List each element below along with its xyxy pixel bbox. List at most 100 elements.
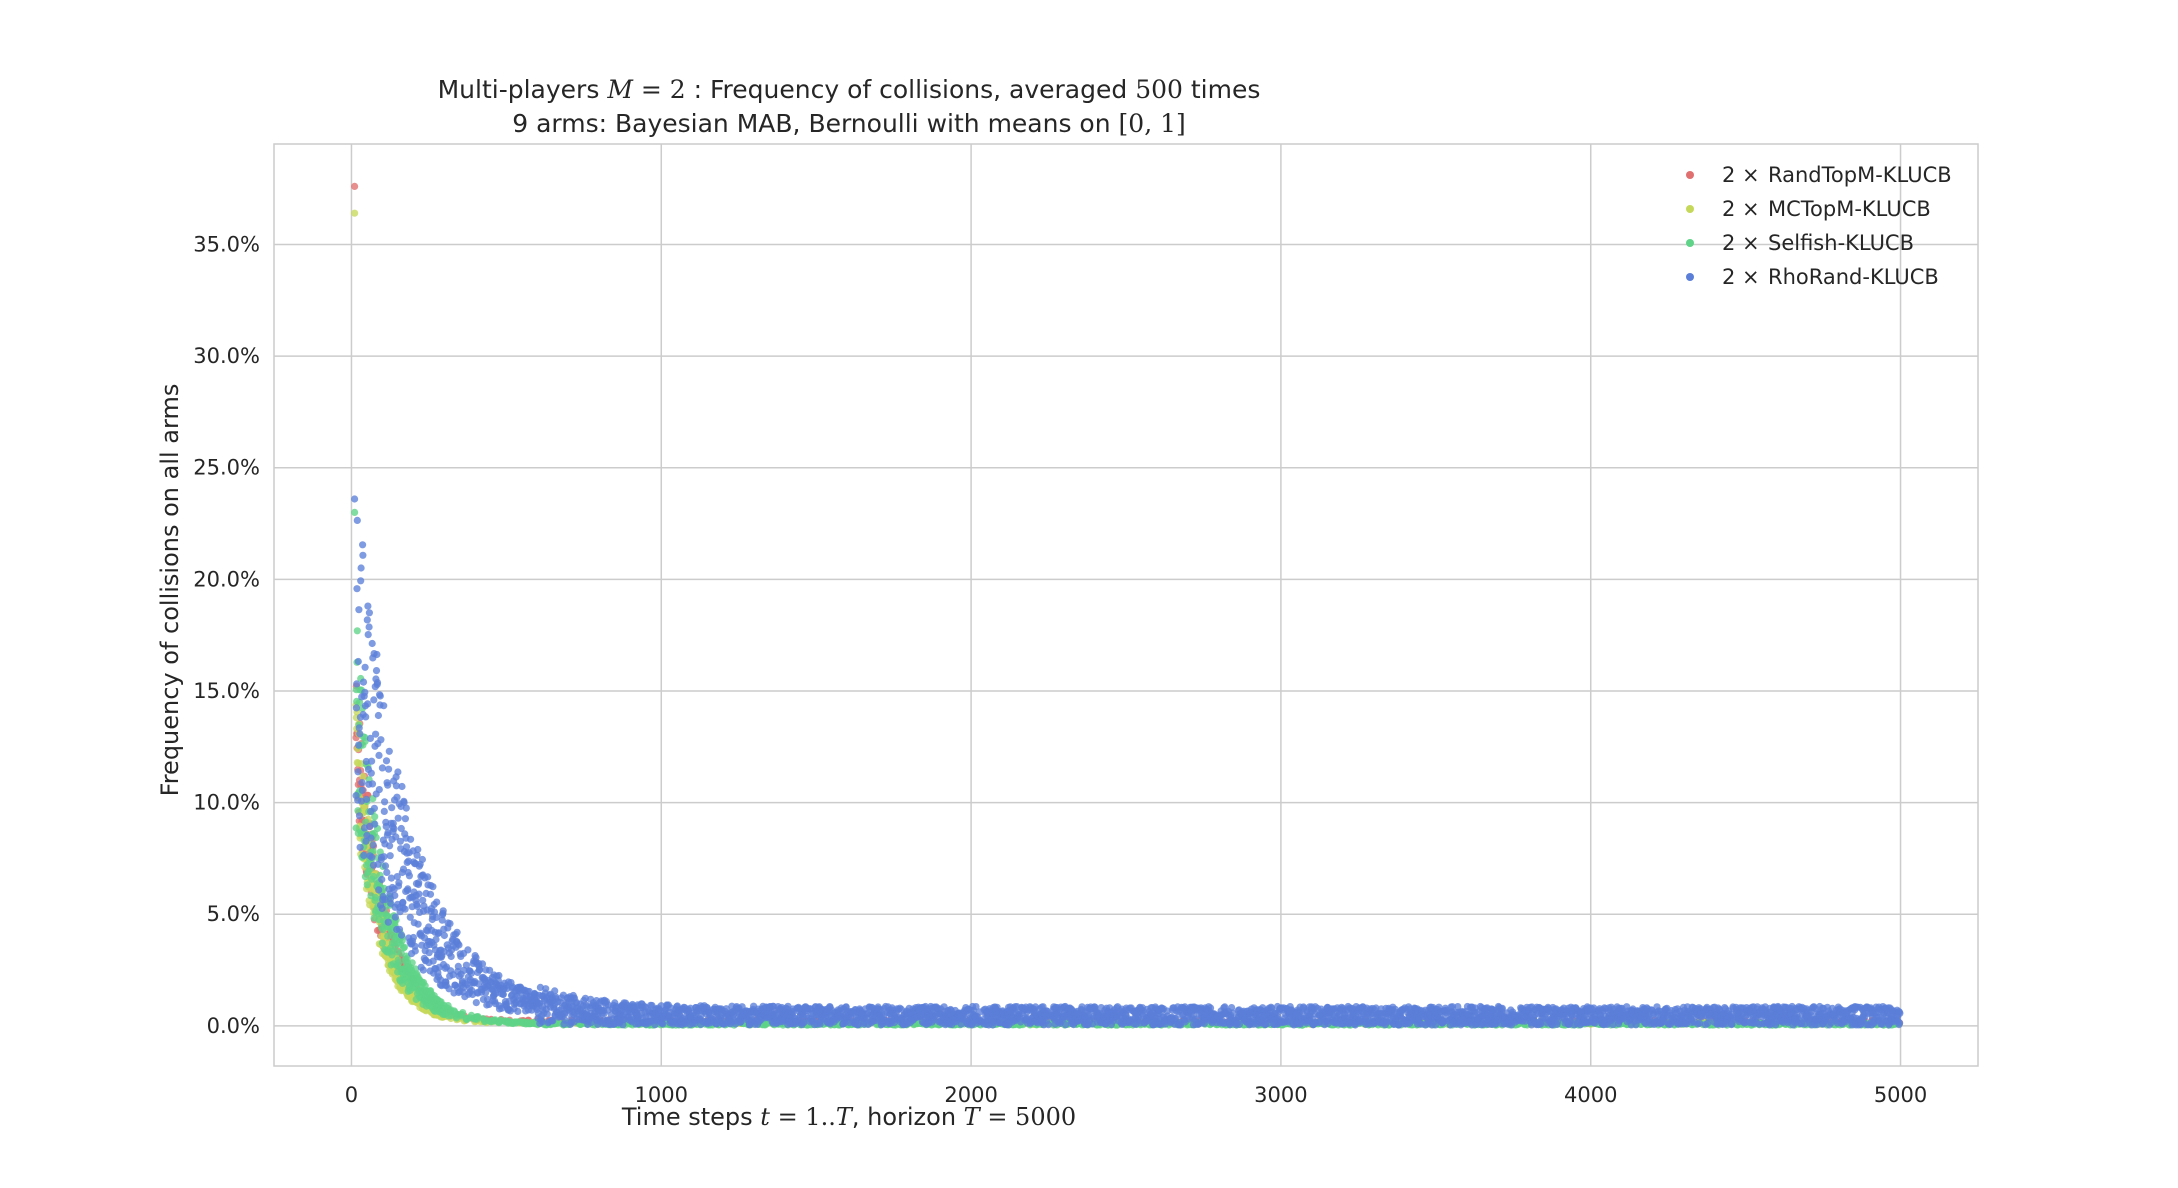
data-point <box>353 627 361 635</box>
data-point <box>384 781 392 789</box>
data-point <box>351 209 359 217</box>
data-point <box>355 606 363 614</box>
data-point <box>413 851 421 859</box>
data-point <box>414 845 422 854</box>
data-point <box>402 804 410 812</box>
data-point <box>353 680 361 688</box>
data-point <box>411 947 419 955</box>
data-point <box>433 898 441 906</box>
data-point <box>418 855 426 864</box>
data-point <box>386 852 394 860</box>
data-point <box>383 868 391 877</box>
data-point <box>367 834 375 842</box>
data-point <box>371 813 379 821</box>
data-point <box>800 1019 808 1027</box>
data-point <box>368 853 376 861</box>
data-point <box>358 786 366 794</box>
data-point <box>459 1009 467 1017</box>
data-point <box>353 516 361 525</box>
data-point <box>375 751 383 760</box>
data-point <box>464 946 472 954</box>
data-point <box>482 989 490 997</box>
data-point <box>372 667 381 675</box>
data-point <box>361 737 369 746</box>
data-point <box>445 985 453 993</box>
data-point <box>415 890 423 898</box>
data-point <box>397 824 405 833</box>
data-point <box>356 730 364 738</box>
text-part: = 2 <box>633 75 686 104</box>
data-point <box>364 602 372 610</box>
data-point <box>400 943 408 951</box>
data-point <box>368 639 376 648</box>
data-point <box>394 959 403 967</box>
data-point <box>413 902 421 911</box>
data-point <box>354 657 362 666</box>
data-point <box>401 815 409 823</box>
data-point <box>398 931 406 939</box>
data-point <box>392 833 400 841</box>
data-point <box>409 933 417 942</box>
data-point <box>385 747 393 755</box>
text-part: Multi-players <box>438 75 608 104</box>
data-point <box>897 1005 905 1013</box>
data-point <box>447 952 455 961</box>
data-point <box>351 508 359 516</box>
data-point <box>538 1018 546 1026</box>
data-point <box>542 985 550 993</box>
data-point <box>365 609 373 617</box>
data-point <box>425 949 433 957</box>
plot-area <box>273 143 1979 1067</box>
data-point <box>384 918 392 926</box>
data-point <box>386 842 394 850</box>
data-point <box>439 907 447 915</box>
data-point <box>429 883 437 891</box>
data-point <box>432 913 440 922</box>
data-point <box>354 768 362 776</box>
data-point <box>474 980 483 988</box>
text-part: [0, 1] <box>1119 109 1186 138</box>
data-point <box>380 807 388 816</box>
data-point <box>854 1020 862 1028</box>
data-point <box>355 698 364 706</box>
data-point <box>419 966 427 974</box>
data-point <box>371 893 379 902</box>
data-point <box>374 711 382 720</box>
text-part: 9 arms: Bayesian MAB, Bernoulli with mea… <box>512 109 1118 138</box>
data-point <box>355 724 363 732</box>
data-point <box>408 959 416 967</box>
data-point <box>361 663 369 671</box>
data-point <box>363 881 371 889</box>
data-point <box>407 835 415 843</box>
series-rhorand-klucb <box>351 495 1904 1029</box>
data-point <box>380 702 388 710</box>
data-point <box>503 984 511 993</box>
data-point <box>424 873 432 881</box>
data-point <box>446 920 454 928</box>
data-point <box>514 1007 522 1016</box>
data-point <box>373 650 381 659</box>
data-point <box>369 841 377 849</box>
data-point <box>415 879 423 887</box>
data-point <box>363 616 371 624</box>
data-point <box>359 551 367 559</box>
data-point <box>398 936 406 945</box>
data-point <box>355 812 364 820</box>
text-part: : Frequency of collisions, averaged <box>686 75 1136 104</box>
data-point <box>396 837 404 845</box>
data-point <box>355 741 363 749</box>
data-point <box>472 954 480 962</box>
data-point <box>372 730 380 738</box>
data-point <box>359 678 368 686</box>
data-point <box>353 585 361 593</box>
data-point <box>359 772 367 781</box>
data-point <box>359 541 367 549</box>
data-point <box>365 623 373 631</box>
data-point <box>405 872 413 880</box>
data-point <box>356 843 364 851</box>
data-point <box>398 782 406 791</box>
data-point <box>389 819 397 828</box>
data-point <box>378 904 386 913</box>
data-point <box>363 795 371 804</box>
